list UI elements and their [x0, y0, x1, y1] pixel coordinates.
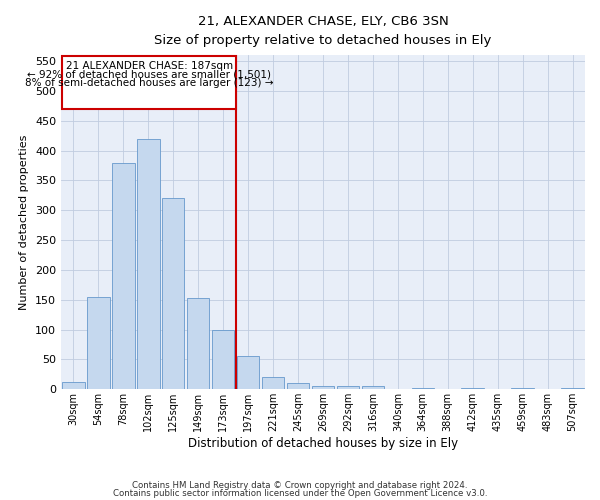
Bar [412, 388, 434, 390]
Bar [262, 378, 284, 390]
X-axis label: Distribution of detached houses by size in Ely: Distribution of detached houses by size … [188, 437, 458, 450]
Bar [362, 386, 384, 390]
Bar [87, 297, 110, 390]
Bar [337, 386, 359, 390]
Bar [62, 382, 85, 390]
Text: ← 92% of detached houses are smaller (1,501): ← 92% of detached houses are smaller (1,… [27, 70, 271, 80]
Text: 21 ALEXANDER CHASE: 187sqm: 21 ALEXANDER CHASE: 187sqm [65, 61, 233, 71]
Bar [511, 388, 534, 390]
Text: Contains public sector information licensed under the Open Government Licence v3: Contains public sector information licen… [113, 488, 487, 498]
Title: 21, ALEXANDER CHASE, ELY, CB6 3SN
Size of property relative to detached houses i: 21, ALEXANDER CHASE, ELY, CB6 3SN Size o… [154, 15, 491, 47]
Text: Contains HM Land Registry data © Crown copyright and database right 2024.: Contains HM Land Registry data © Crown c… [132, 481, 468, 490]
Text: 8% of semi-detached houses are larger (123) →: 8% of semi-detached houses are larger (1… [25, 78, 274, 88]
Bar [162, 198, 184, 390]
Bar [187, 298, 209, 390]
Bar [287, 384, 309, 390]
Bar [312, 386, 334, 390]
Bar [237, 356, 259, 390]
Bar [461, 388, 484, 390]
Bar [212, 330, 235, 390]
Bar [561, 388, 584, 390]
FancyBboxPatch shape [62, 56, 236, 109]
Y-axis label: Number of detached properties: Number of detached properties [19, 134, 29, 310]
Bar [137, 138, 160, 390]
Bar [112, 162, 134, 390]
